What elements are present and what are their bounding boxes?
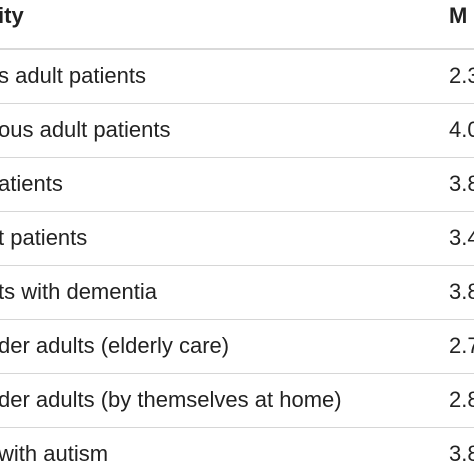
activity-cell: der adults (elderly care) [0,333,230,358]
table-row: der adults (elderly care) 2.7 [0,320,474,374]
mean-cell: 3.8 [449,279,474,304]
table-row: ts with dementia 3.8 [0,266,474,320]
mean-cell: 2.7 [449,333,474,358]
table-row: ous adult patients 4.0 [0,104,474,158]
mean-cell: 4.0 [449,117,474,142]
activity-cell: ts with dementia [0,279,157,304]
column-header-activity: ity [0,3,24,28]
mean-cell: 3.8 [449,441,474,466]
mean-cell: 3.4 [449,225,474,250]
table-header: ity M [0,0,474,50]
table-body: s adult patients 2.3 ous adult patients … [0,50,474,474]
activity-cell: atients [0,171,63,196]
activity-cell: t patients [0,225,88,250]
table-row: s adult patients 2.3 [0,50,474,104]
activity-cell: with autism [0,441,109,466]
table-row: der adults (by themselves at home) 2.8 [0,374,474,428]
table-row: atients 3.8 [0,158,474,212]
mean-cell: 2.3 [449,63,474,88]
column-header-mean: M [449,3,468,28]
table-row: t patients 3.4 [0,212,474,266]
activity-cell: ous adult patients [0,117,171,142]
activity-cell: der adults (by themselves at home) [0,387,342,412]
table-row: with autism 3.8 [0,428,474,474]
mean-cell: 2.8 [449,387,474,412]
activity-cell: s adult patients [0,63,146,88]
mean-cell: 3.8 [449,171,474,196]
